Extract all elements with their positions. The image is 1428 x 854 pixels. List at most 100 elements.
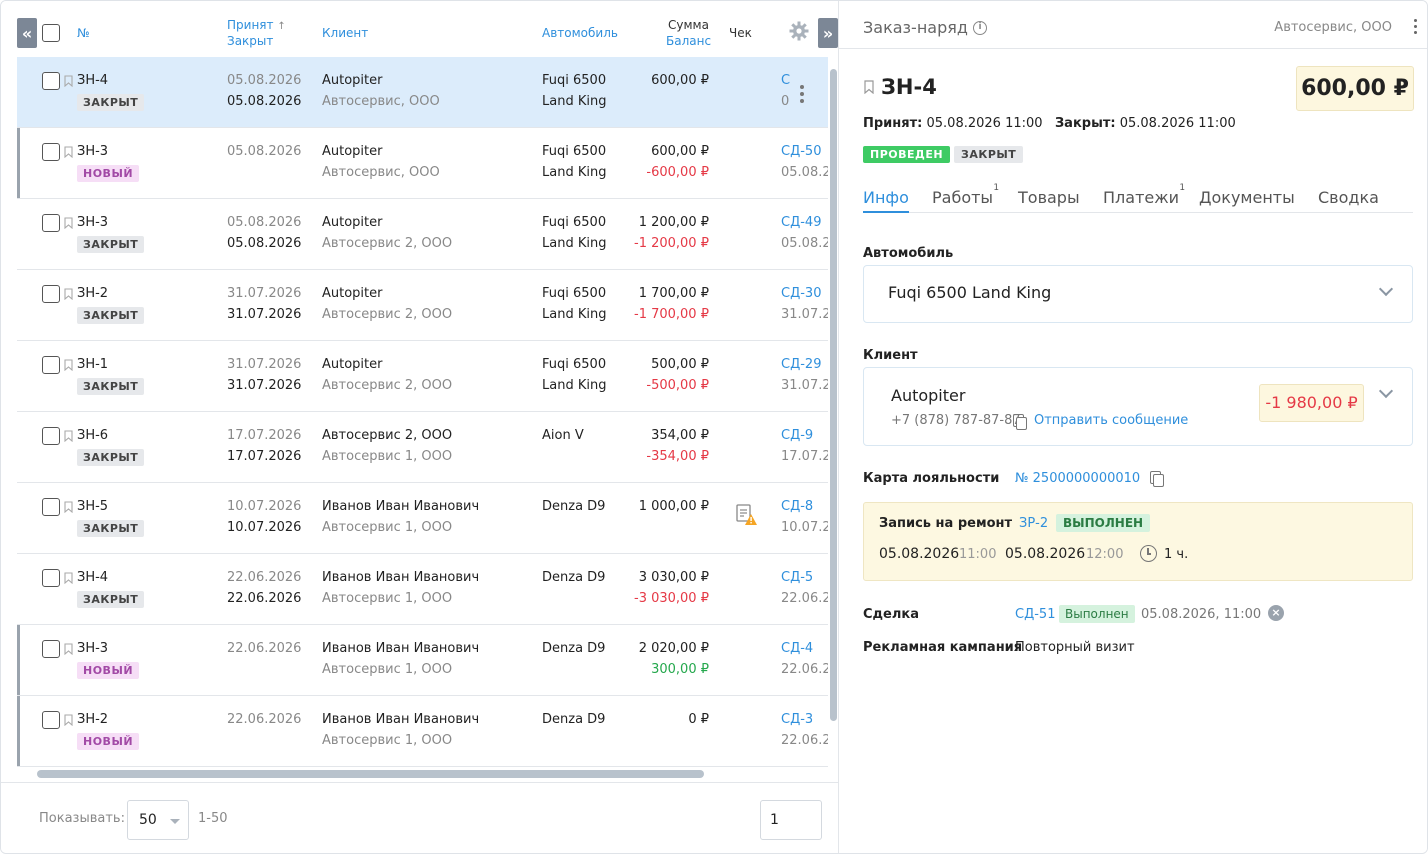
table-row[interactable]: ЗН-3 НОВЫЙ 05.08.2026 Autopiter Автосервис, … [17, 128, 828, 199]
bookmark-icon[interactable] [64, 430, 73, 442]
table-row[interactable]: ЗН-2 ЗАКРЫТ 31.07.2026 31.07.2026 Autopiter А… [17, 270, 828, 341]
deal-link[interactable]: СД-5 [781, 570, 814, 585]
deal-link[interactable]: СД-4 [781, 641, 814, 656]
order-number[interactable]: ЗН-6 [77, 428, 109, 443]
tab-payments[interactable]: Платежи 1 [1103, 183, 1185, 207]
bookmark-icon[interactable] [64, 146, 73, 158]
per-page-select[interactable]: 50 [127, 800, 189, 840]
header-check[interactable]: Чек [729, 26, 752, 40]
client-name: Иванов Иван Иванович [322, 712, 480, 727]
copy-phone-icon[interactable] [1013, 414, 1027, 430]
send-message-link[interactable]: Отправить сообщение [1034, 413, 1189, 428]
table-row[interactable]: ЗН-3 НОВЫЙ 22.06.2026 Иванов Иван Иванович А… [17, 625, 828, 696]
tab-goods[interactable]: Товары [1018, 188, 1080, 207]
row-checkbox[interactable] [42, 214, 60, 232]
deal-link[interactable]: СД-49 [781, 215, 822, 230]
row-menu-icon[interactable] [800, 85, 804, 103]
row-checkbox[interactable] [42, 569, 60, 587]
order-number[interactable]: ЗН-3 [77, 641, 109, 656]
select-all-checkbox[interactable] [42, 24, 60, 42]
row-checkbox[interactable] [42, 356, 60, 374]
row-checkbox[interactable] [42, 711, 60, 729]
table-row[interactable]: ЗН-4 ЗАКРЫТ 22.06.2026 22.06.2026 Иванов Ива… [17, 554, 828, 625]
tab-works[interactable]: Работы 1 [932, 183, 999, 207]
collapse-left-button[interactable]: « [17, 18, 37, 48]
order-number[interactable]: ЗН-5 [77, 499, 109, 514]
bookmark-icon[interactable] [64, 643, 73, 655]
header-client[interactable]: Клиент [322, 26, 369, 40]
bookmark-icon[interactable] [64, 217, 73, 229]
header-number[interactable]: № [77, 26, 90, 40]
header-car[interactable]: Автомобиль [542, 26, 618, 40]
row-checkbox[interactable] [42, 640, 60, 658]
chevron-down-icon[interactable] [1378, 281, 1394, 297]
row-checkbox[interactable] [42, 72, 60, 90]
receipt-warning-icon[interactable] [735, 503, 759, 527]
table-row[interactable]: ЗН-5 ЗАКРЫТ 10.07.2026 10.07.2026 Иванов Ива… [17, 483, 828, 554]
tab-info[interactable]: Инфо [863, 188, 909, 213]
row-checkbox[interactable] [42, 143, 60, 161]
order-number[interactable]: ЗН-4 [77, 570, 109, 585]
remove-deal-icon[interactable]: × [1268, 605, 1284, 621]
deal-link[interactable]: СД-51 [1015, 607, 1056, 622]
order-number[interactable]: ЗН-2 [77, 712, 109, 727]
client-name[interactable]: Autopiter [891, 386, 966, 405]
client-company: Автосервис 1, ООО [322, 733, 453, 748]
deal-link[interactable]: С [781, 73, 791, 88]
accepted-date: 05.08.2026 [227, 73, 302, 88]
bookmark-icon[interactable] [64, 714, 73, 726]
bookmark-icon[interactable] [64, 359, 73, 371]
order-number[interactable]: ЗН-3 [77, 215, 109, 230]
bookmark-icon[interactable] [64, 288, 73, 300]
car-model: Fuqi 6500 [542, 215, 607, 230]
deal-link[interactable]: СД-29 [781, 357, 822, 372]
copy-loyalty-icon[interactable] [1150, 471, 1164, 487]
table-row[interactable]: ЗН-2 НОВЫЙ 22.06.2026 Иванов Иван Иванович А… [17, 696, 828, 767]
bookmark-icon[interactable] [64, 501, 73, 513]
order-number[interactable]: ЗН-2 [77, 286, 109, 301]
expand-right-button[interactable]: » [818, 18, 838, 48]
tab-documents[interactable]: Документы [1199, 188, 1295, 207]
car-model: Fuqi 6500 [542, 357, 607, 372]
order-number[interactable]: ЗН-3 [77, 144, 109, 159]
car-select[interactable]: Fuqi 6500 Land King [863, 265, 1413, 323]
deal-link[interactable]: СД-30 [781, 286, 822, 301]
order-sum: 600,00 ₽ [651, 144, 709, 159]
header-sum[interactable]: Сумма [668, 18, 709, 32]
ad-campaign-value: Повторный визит [1015, 640, 1135, 655]
deal-link[interactable]: СД-9 [781, 428, 814, 443]
table-row[interactable]: ЗН-4 ЗАКРЫТ 05.08.2026 05.08.2026 Autopiter А… [17, 57, 828, 128]
deal-link[interactable]: СД-50 [781, 144, 822, 159]
panel-menu-icon[interactable] [1414, 19, 1418, 37]
order-sum: 1 200,00 ₽ [638, 215, 709, 230]
deal-link[interactable]: СД-3 [781, 712, 814, 727]
vertical-scrollbar[interactable] [830, 69, 837, 721]
header-accepted[interactable]: Принят ↑ [227, 17, 286, 35]
order-number[interactable]: ЗН-4 [77, 73, 109, 88]
page-input[interactable]: 1 [760, 800, 822, 840]
horizontal-scrollbar[interactable] [37, 770, 704, 778]
table-row[interactable]: ЗН-3 ЗАКРЫТ 05.08.2026 05.08.2026 Autopiter А… [17, 199, 828, 270]
info-icon[interactable]: i [973, 21, 987, 35]
deal-date: 05.08.2 [781, 236, 828, 251]
deal-link[interactable]: СД-8 [781, 499, 814, 514]
bookmark-icon[interactable] [864, 80, 874, 94]
bookmark-icon[interactable] [64, 75, 73, 87]
header-closed[interactable]: Закрыт [227, 34, 274, 48]
loyalty-value[interactable]: № 2500000000010 [1015, 471, 1141, 486]
table-row[interactable]: ЗН-6 ЗАКРЫТ 17.07.2026 17.07.2026 Автосервис… [17, 412, 828, 483]
tab-summary-label: Сводка [1318, 188, 1379, 207]
row-checkbox[interactable] [42, 498, 60, 516]
client-chevron-down-icon[interactable] [1378, 383, 1394, 399]
repair-link[interactable]: ЗР-2 [1019, 516, 1049, 531]
row-checkbox[interactable] [42, 285, 60, 303]
order-number[interactable]: ЗН-1 [77, 357, 109, 372]
bookmark-icon[interactable] [64, 572, 73, 584]
table-row[interactable]: ЗН-1 ЗАКРЫТ 31.07.2026 31.07.2026 Autopiter А… [17, 341, 828, 412]
gear-icon[interactable] [789, 21, 809, 41]
row-checkbox[interactable] [42, 427, 60, 445]
accepted-date: 17.07.2026 [227, 428, 302, 443]
header-balance[interactable]: Баланс [666, 34, 712, 48]
tab-summary[interactable]: Сводка [1318, 188, 1379, 207]
closed-date: 05.08.2026 [227, 94, 302, 109]
